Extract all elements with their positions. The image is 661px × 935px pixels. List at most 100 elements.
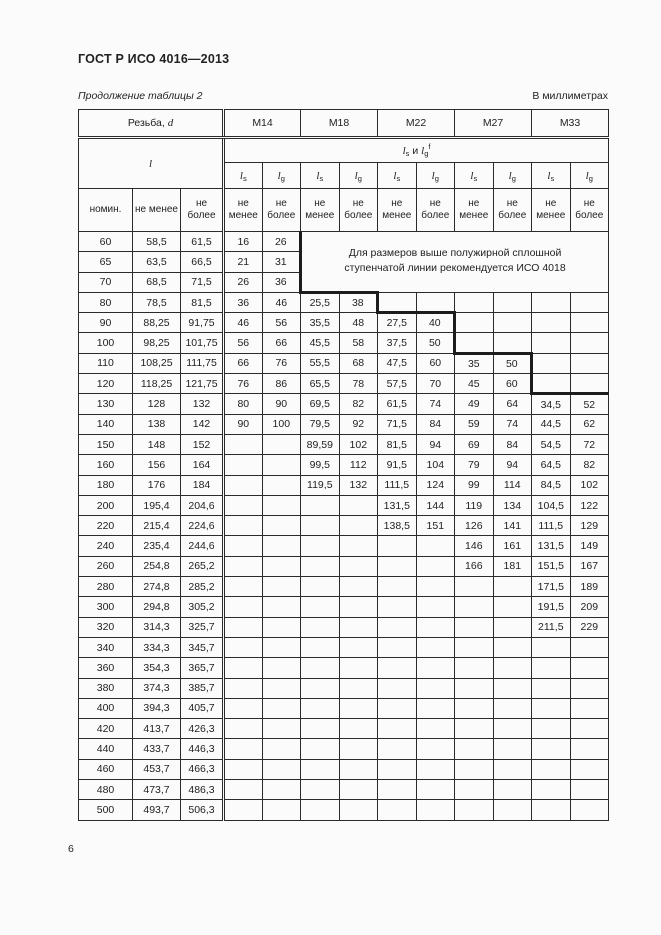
cell-value: 149 <box>569 535 610 557</box>
cell-nominal: 280 <box>78 576 133 598</box>
cell-value: 89,59 <box>300 433 340 456</box>
cell-value <box>415 718 456 740</box>
cell-nominal: 440 <box>78 738 133 760</box>
min-col-header: не менее <box>531 188 571 232</box>
table-row: 110 108,25 111,75 66 76 55,5 68 47,5 60 35 50 <box>78 351 610 375</box>
ls-col-header: ls <box>377 162 417 189</box>
cell-value: 76 <box>222 373 263 395</box>
cell-value: 47,5 <box>377 352 417 375</box>
cell-value <box>338 799 379 821</box>
cell-value: 152 <box>179 433 225 456</box>
cell-value: 91,5 <box>377 454 417 476</box>
cell-value: 56 <box>261 312 302 334</box>
cell-value <box>338 616 379 638</box>
cell-value: 138,5 <box>377 515 417 537</box>
cell-value <box>261 474 302 496</box>
cell-value <box>454 576 494 598</box>
cell-value <box>222 779 263 801</box>
cell-value: 82 <box>338 393 379 415</box>
cell-value <box>454 799 494 821</box>
cell-value: 69,5 <box>300 393 340 415</box>
cell-nominal: 100 <box>78 332 133 354</box>
cell-value <box>454 738 494 760</box>
header-row-lslg: ls lg ls lg ls lg ls lg ls lg <box>79 162 610 189</box>
cell-value <box>415 779 456 801</box>
cell-value <box>569 758 610 781</box>
cell-nominal: 220 <box>78 515 133 537</box>
cell-value <box>415 697 456 720</box>
cell-value: 102 <box>338 433 379 456</box>
cell-value <box>377 799 417 821</box>
cell-value: 66 <box>261 332 302 354</box>
cell-value: 131,5 <box>377 494 417 517</box>
cell-value: 274,8 <box>132 576 181 598</box>
cell-value: 156 <box>132 454 181 476</box>
cell-value: 129 <box>569 515 610 537</box>
cell-value: 46 <box>261 291 302 314</box>
table-row: 60 58,5 61,5 16 26 Для размеров выше полужирн… <box>78 230 610 293</box>
cell-value <box>531 779 571 801</box>
cell-value: 48 <box>338 312 379 334</box>
cell-value <box>300 657 340 679</box>
size-header-m22: M22 <box>377 109 456 139</box>
cell-value <box>492 332 533 354</box>
cell-value <box>300 799 340 821</box>
cell-value: 68 <box>338 352 379 375</box>
cell-value: 46 <box>222 312 263 334</box>
cell-value <box>261 433 302 456</box>
cell-value: 184 <box>179 474 225 496</box>
cell-value <box>531 677 571 699</box>
cell-value: 128 <box>132 393 181 415</box>
cell-value: 80 <box>222 393 263 415</box>
cell-value <box>454 779 494 801</box>
cell-value <box>531 657 571 679</box>
cell-value: 121,75 <box>179 373 225 395</box>
cell-value <box>222 799 263 821</box>
cell-value: 72 <box>569 433 610 456</box>
cell-value: 52 <box>569 392 610 415</box>
table-row: 120 118,25 121,75 76 86 65,5 78 57,5 70 45 60 <box>78 373 610 395</box>
cell-value: 94 <box>415 433 456 456</box>
cell-value: 108,25 <box>132 352 181 375</box>
cell-value <box>569 738 610 760</box>
cell-value <box>300 616 340 638</box>
table-row: 420 413,7 426,3 <box>78 718 610 740</box>
size-header-m18: M18 <box>300 109 379 139</box>
cell-value <box>454 291 494 314</box>
table-row: 340 334,3 345,7 <box>78 636 610 659</box>
table-row: 280 274,8 285,2 171,5 189 <box>78 576 610 598</box>
cell-value: 148 <box>132 433 181 456</box>
cell-value <box>222 515 263 537</box>
cell-value <box>492 799 533 821</box>
table-row: 300 294,8 305,2 191,5 209 <box>78 596 610 618</box>
cell-value: 45 <box>454 373 494 395</box>
cell-value: 90 <box>261 393 302 415</box>
cell-value <box>415 799 456 821</box>
max-col-header: не более <box>338 188 379 232</box>
cell-value <box>261 636 302 659</box>
nominal-col-header: номин. <box>78 188 133 232</box>
cell-value <box>531 799 571 821</box>
cell-value: 98,25 <box>132 332 181 354</box>
cell-value <box>338 677 379 699</box>
cell-value: 265,2 <box>179 555 225 578</box>
ls-col-header: ls <box>454 162 494 189</box>
cell-value: 473,7 <box>132 779 181 801</box>
cell-value: 144 <box>415 494 456 517</box>
cell-value <box>338 555 379 578</box>
cell-value <box>492 291 533 314</box>
cell-value <box>530 373 571 395</box>
cell-value <box>222 697 263 720</box>
cell-value <box>261 494 302 517</box>
cell-value: 25,5 <box>300 290 340 314</box>
lg-col-header: lg <box>338 162 379 189</box>
cell-value <box>338 596 379 618</box>
cell-value: 209 <box>569 596 610 618</box>
cell-value <box>377 657 417 679</box>
cell-value: 69 <box>454 433 494 456</box>
cell-value <box>415 758 456 781</box>
cell-value: 74 <box>492 413 533 435</box>
cell-value: 45,5 <box>300 332 340 354</box>
cell-value <box>569 657 610 679</box>
cell-value <box>492 779 533 801</box>
